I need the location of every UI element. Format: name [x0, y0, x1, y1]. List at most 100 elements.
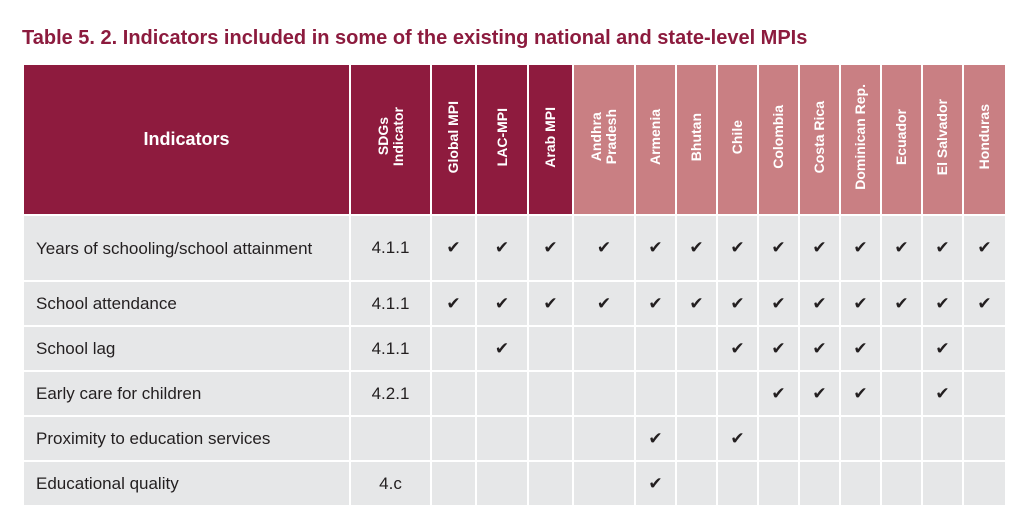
check-mark-icon: ✔	[798, 370, 841, 417]
empty-cell	[921, 415, 964, 462]
header-row: Indicators SDGs Indicator Global MPI LAC…	[22, 63, 1007, 216]
empty-cell	[475, 460, 529, 507]
empty-cell	[839, 415, 882, 462]
sdg-code	[349, 415, 432, 462]
check-mark-icon: ✔	[675, 214, 718, 282]
empty-cell	[572, 415, 636, 462]
check-mark-icon: ✔	[962, 214, 1007, 282]
empty-cell	[527, 370, 574, 417]
header-bhutan: Bhutan	[675, 63, 718, 216]
check-mark-icon: ✔	[921, 325, 964, 372]
check-mark-icon: ✔	[921, 280, 964, 327]
check-mark-icon: ✔	[572, 214, 636, 282]
check-mark-icon: ✔	[572, 280, 636, 327]
check-mark-icon: ✔	[716, 415, 759, 462]
check-mark-icon: ✔	[839, 370, 882, 417]
table-title: Table 5. 2. Indicators included in some …	[22, 27, 808, 49]
check-mark-icon: ✔	[880, 214, 923, 282]
check-mark-icon: ✔	[430, 280, 477, 327]
empty-cell	[527, 415, 574, 462]
empty-cell	[430, 370, 477, 417]
empty-cell	[430, 460, 477, 507]
empty-cell	[572, 325, 636, 372]
empty-cell	[572, 460, 636, 507]
empty-cell	[839, 460, 882, 507]
indicator-label: Years of schooling/school attainment	[22, 214, 351, 282]
check-mark-icon: ✔	[527, 214, 574, 282]
header-sdg-indicator: SDGs Indicator	[349, 63, 432, 216]
header-indicators: Indicators	[22, 63, 351, 216]
empty-cell	[880, 415, 923, 462]
check-mark-icon: ✔	[475, 214, 529, 282]
empty-cell	[430, 325, 477, 372]
check-mark-icon: ✔	[839, 325, 882, 372]
check-mark-icon: ✔	[880, 280, 923, 327]
sdg-code: 4.1.1	[349, 325, 432, 372]
empty-cell	[430, 415, 477, 462]
empty-cell	[798, 415, 841, 462]
header-el-salvador: El Salvador	[921, 63, 964, 216]
header-arab-mpi: Arab MPI	[527, 63, 574, 216]
empty-cell	[880, 370, 923, 417]
empty-cell	[675, 370, 718, 417]
check-mark-icon: ✔	[839, 280, 882, 327]
empty-cell	[675, 415, 718, 462]
header-dominican-rep: Dominican Rep.	[839, 63, 882, 216]
empty-cell	[962, 325, 1007, 372]
check-mark-icon: ✔	[634, 415, 677, 462]
check-mark-icon: ✔	[757, 325, 800, 372]
empty-cell	[880, 325, 923, 372]
check-mark-icon: ✔	[798, 214, 841, 282]
table-row: Educational quality 4.c ✔	[22, 460, 1007, 507]
check-mark-icon: ✔	[962, 280, 1007, 327]
check-mark-icon: ✔	[475, 325, 529, 372]
header-armenia: Armenia	[634, 63, 677, 216]
empty-cell	[634, 370, 677, 417]
check-mark-icon: ✔	[716, 214, 759, 282]
table-row: Early care for children 4.2.1 ✔ ✔ ✔ ✔	[22, 370, 1007, 417]
indicator-label: Early care for children	[22, 370, 351, 417]
check-mark-icon: ✔	[430, 214, 477, 282]
check-mark-icon: ✔	[839, 214, 882, 282]
check-mark-icon: ✔	[675, 280, 718, 327]
check-mark-icon: ✔	[634, 280, 677, 327]
check-mark-icon: ✔	[716, 325, 759, 372]
check-mark-icon: ✔	[757, 280, 800, 327]
header-andhra-pradesh: Andhra Pradesh	[572, 63, 636, 216]
indicators-table: Indicators SDGs Indicator Global MPI LAC…	[22, 63, 1007, 507]
check-mark-icon: ✔	[757, 214, 800, 282]
sdg-code: 4.1.1	[349, 214, 432, 282]
empty-cell	[757, 415, 800, 462]
check-mark-icon: ✔	[475, 280, 529, 327]
check-mark-icon: ✔	[634, 460, 677, 507]
table-row: Years of schooling/school attainment 4.1.…	[22, 214, 1007, 282]
check-mark-icon: ✔	[798, 325, 841, 372]
check-mark-icon: ✔	[634, 214, 677, 282]
empty-cell	[634, 325, 677, 372]
indicator-label: School lag	[22, 325, 351, 372]
header-honduras: Honduras	[962, 63, 1007, 216]
empty-cell	[880, 460, 923, 507]
header-global-mpi: Global MPI	[430, 63, 477, 216]
empty-cell	[675, 325, 718, 372]
sdg-code: 4.2.1	[349, 370, 432, 417]
empty-cell	[675, 460, 718, 507]
empty-cell	[527, 325, 574, 372]
header-chile: Chile	[716, 63, 759, 216]
indicator-label: Proximity to education services	[22, 415, 351, 462]
sdg-code: 4.c	[349, 460, 432, 507]
check-mark-icon: ✔	[716, 280, 759, 327]
check-mark-icon: ✔	[921, 370, 964, 417]
check-mark-icon: ✔	[798, 280, 841, 327]
empty-cell	[921, 460, 964, 507]
sdg-code: 4.1.1	[349, 280, 432, 327]
table-row: School attendance 4.1.1 ✔ ✔ ✔ ✔ ✔ ✔ ✔ ✔ ✔ ✔ ✔ ✔ ✔	[22, 280, 1007, 327]
check-mark-icon: ✔	[921, 214, 964, 282]
empty-cell	[962, 460, 1007, 507]
empty-cell	[757, 460, 800, 507]
header-lac-mpi: LAC-MPI	[475, 63, 529, 216]
table-body: Years of schooling/school attainment 4.1.…	[22, 214, 1007, 507]
header-ecuador: Ecuador	[880, 63, 923, 216]
check-mark-icon: ✔	[527, 280, 574, 327]
